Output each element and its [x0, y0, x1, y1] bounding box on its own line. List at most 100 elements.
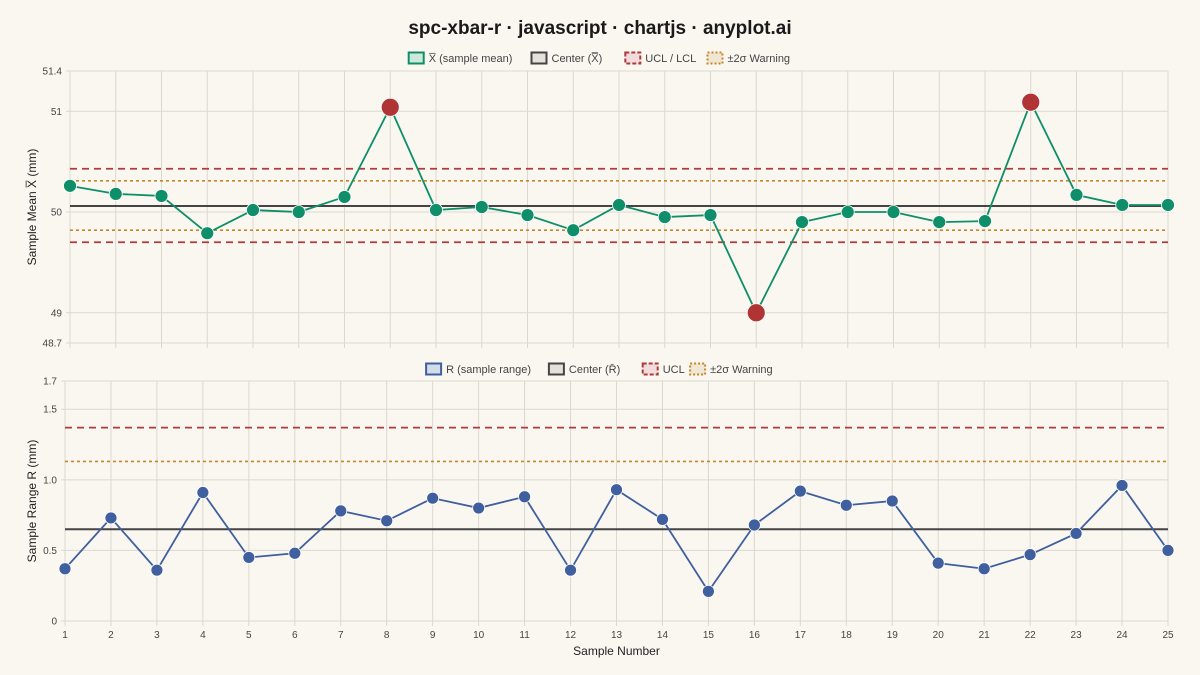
data-point: [200, 226, 215, 241]
data-point: [472, 501, 486, 515]
x-tick-label: 15: [703, 630, 715, 641]
legend-swatch: [530, 51, 548, 65]
legend-label: Center (R̄): [569, 363, 620, 376]
x-tick-label: 2: [108, 630, 114, 641]
data-point: [242, 551, 256, 564]
legend-swatch: [407, 51, 425, 65]
legend-label: ±2σ Warning: [710, 364, 773, 376]
data-point: [520, 208, 535, 222]
x-tick-label: 7: [338, 630, 344, 641]
data-point: [108, 187, 123, 201]
legend-label: ±2σ Warning: [728, 53, 791, 65]
data-point: [291, 205, 306, 219]
x-tick-label: 23: [1071, 630, 1083, 641]
data-point: [474, 200, 489, 214]
x-tick-label: 4: [200, 630, 206, 641]
data-point: [63, 178, 77, 193]
y-tick-label: 50: [51, 208, 63, 219]
legend-label: UCL: [663, 364, 685, 376]
data-point: [886, 205, 901, 219]
data-point: [150, 563, 164, 577]
x-tick-label: 18: [841, 630, 853, 641]
x-tick-label: 22: [1025, 630, 1037, 641]
y-tick-label: 0: [51, 617, 57, 628]
legend: R (sample range) Center (R̄) UCL ±2σ Warnin…: [425, 362, 773, 376]
data-point: [840, 205, 855, 219]
x-tick-label: 14: [657, 630, 669, 641]
x-tick-label: 12: [565, 630, 577, 641]
data-point: [337, 190, 352, 204]
legend-swatch: [425, 362, 443, 376]
x-tick-label: 16: [749, 630, 761, 641]
legend-swatch: [641, 362, 659, 376]
y-tick-label: 1.5: [43, 405, 57, 416]
x-tick-label: 20: [933, 630, 945, 641]
data-point: [747, 518, 761, 532]
legend-label: R (sample range): [446, 364, 531, 376]
data-point: [518, 490, 531, 504]
data-point: [610, 483, 623, 497]
x-tick-label: 19: [887, 630, 899, 641]
data-point: [702, 584, 715, 598]
out-of-control-point: [746, 303, 766, 323]
chart-title: spc-xbar-r · javascript · chartjs · anyp…: [408, 18, 791, 39]
out-of-control-point: [380, 97, 400, 117]
x-tick-label: 10: [473, 630, 485, 641]
x-tick-label: 11: [519, 630, 530, 641]
legend-swatch: [706, 51, 724, 65]
data-point: [931, 556, 945, 570]
x-tick-label: 5: [246, 630, 252, 641]
xbar-panel: 48.7 49 50 51 51.4 Sample Mean X̅ (mm) X̅ (sam…: [25, 51, 1175, 350]
y-tick-label: 49: [51, 308, 63, 319]
data-point: [1023, 548, 1037, 562]
data-point: [1069, 188, 1084, 202]
data-point: [566, 223, 581, 238]
data-point: [104, 511, 118, 525]
out-of-control-point: [1021, 92, 1041, 112]
data-point: [1161, 544, 1175, 557]
x-tick-label: 13: [611, 630, 623, 641]
data-point: [1115, 198, 1130, 212]
data-point: [703, 208, 718, 222]
x-tick-label: 24: [1116, 630, 1128, 641]
y-tick-label: 51: [51, 107, 63, 118]
data-point: [657, 210, 672, 224]
x-tick-label: 25: [1162, 630, 1174, 641]
data-point: [1161, 198, 1175, 212]
data-point: [1069, 527, 1083, 540]
data-point: [429, 203, 443, 217]
legend: X̅ (sample mean) Center (X̿) UCL / LCL ±2σ …: [407, 51, 791, 65]
x-tick-label: 3: [154, 630, 160, 641]
y-tick-label: 1.7: [43, 377, 57, 388]
data-point: [839, 498, 853, 512]
data-point: [154, 189, 169, 203]
y-tick-label: 48.7: [43, 339, 63, 350]
x-tick-label: 8: [384, 630, 390, 641]
legend-swatch: [689, 362, 707, 376]
data-point: [656, 512, 669, 526]
data-point: [246, 203, 260, 217]
range-panel: 00.51.01.51.71 2 3 4 5 6 7 8 9 10 11 12 13 14 15 16 17 18…: [25, 362, 1175, 658]
x-tick-label: 21: [979, 630, 991, 641]
data-point: [380, 514, 394, 528]
legend-swatch: [547, 362, 565, 376]
y-axis-title: Sample Range R (mm): [25, 440, 39, 563]
data-point: [564, 563, 577, 577]
legend-swatch: [624, 51, 642, 65]
x-axis-title: Sample Number: [573, 644, 660, 658]
data-point: [612, 198, 626, 212]
data-point: [288, 546, 302, 560]
data-point: [196, 486, 210, 499]
y-tick-label: 1.0: [43, 475, 57, 486]
legend-label: X̅ (sample mean): [428, 53, 512, 65]
y-tick-label: 51.4: [43, 67, 63, 78]
x-tick-label: 6: [292, 630, 298, 641]
x-tick-label: 9: [430, 630, 436, 641]
data-point: [1115, 479, 1129, 492]
x-tick-label: 17: [795, 630, 807, 641]
x-tick-label: 1: [62, 630, 68, 641]
data-point: [793, 484, 807, 498]
y-axis-title: Sample Mean X̅ (mm): [25, 149, 39, 266]
legend-label: Center (X̿): [552, 52, 603, 65]
